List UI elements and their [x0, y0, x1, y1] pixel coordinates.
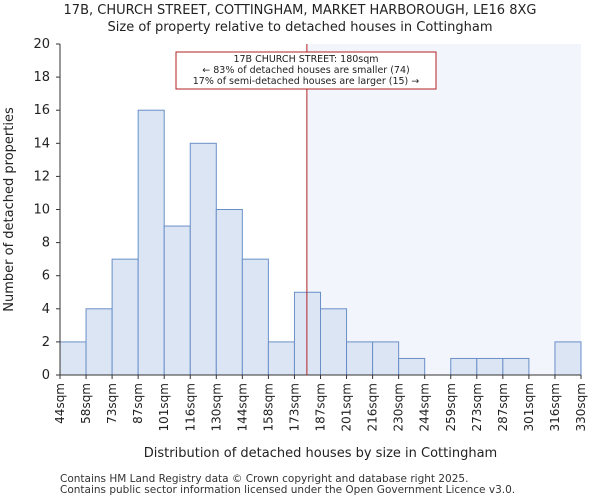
y-tick-label: 2 — [42, 335, 50, 350]
bar-316sqm — [554, 341, 582, 376]
chart-title-address: 17B, CHURCH STREET, COTTINGHAM, MARKET H… — [63, 3, 537, 18]
bar-201sqm — [346, 341, 374, 376]
histogram-chart: 0 2 4 6 8 10 12 14 16 18 20 44sqm 58sqm 73sqm 87sqm 101… — [2, 37, 588, 461]
y-tick-label: 14 — [33, 136, 50, 151]
bar-187sqm — [320, 308, 348, 376]
bar-58sqm — [85, 308, 113, 376]
footer-licence: Contains public sector information licen… — [60, 484, 516, 496]
y-tick-label: 18 — [33, 70, 50, 85]
bar-73sqm — [111, 258, 139, 376]
bar-116sqm — [189, 142, 217, 376]
bar-216sqm — [372, 341, 400, 376]
bar-287sqm — [502, 357, 530, 376]
x-axis-label: Distribution of detached houses by size … — [144, 446, 497, 461]
y-tick-label: 10 — [33, 203, 50, 218]
bar-173sqm — [293, 291, 322, 376]
bar-44sqm — [59, 341, 87, 376]
bar-87sqm — [137, 109, 165, 376]
x-tick-label: 44sqm — [53, 383, 67, 424]
x-tick-label: 101sqm — [157, 383, 171, 431]
annotation-larger-label: 17% of semi-detached houses are larger (… — [193, 76, 420, 87]
x-tick-label: 187sqm — [314, 383, 328, 431]
x-tick-label: 173sqm — [287, 383, 301, 431]
annotation-box — [175, 51, 437, 90]
y-axis-label: Number of detached properties — [2, 107, 17, 312]
x-tick-label: 58sqm — [79, 383, 93, 424]
x-tick-label: 87sqm — [131, 383, 145, 424]
y-tick-label: 4 — [42, 302, 50, 317]
bar-130sqm — [215, 209, 243, 376]
bar-101sqm — [163, 225, 191, 376]
annotation-property-label: 17B CHURCH STREET: 180sqm — [233, 54, 378, 65]
bar-259sqm — [450, 357, 478, 376]
x-tick-label: 201sqm — [340, 383, 354, 431]
footer-copyright: Contains HM Land Registry data © Crown c… — [60, 473, 469, 485]
x-tick-label: 216sqm — [366, 383, 380, 431]
x-tick-label: 301sqm — [522, 383, 536, 431]
y-tick-label: 12 — [33, 169, 50, 184]
y-tick-label: 8 — [42, 236, 50, 251]
bar-144sqm — [241, 258, 269, 376]
y-tick-label: 6 — [42, 269, 50, 284]
y-tick-label: 16 — [33, 103, 50, 118]
x-tick-label: 330sqm — [574, 383, 588, 431]
x-tick-label: 144sqm — [235, 383, 249, 431]
highlight-region — [306, 44, 581, 375]
bar-273sqm — [476, 357, 504, 376]
x-tick-label: 130sqm — [209, 383, 223, 431]
x-tick-label: 259sqm — [444, 383, 458, 431]
x-tick-label: 273sqm — [470, 383, 484, 431]
x-tick-label: 230sqm — [392, 383, 406, 431]
y-tick-label: 20 — [33, 37, 50, 52]
bar-158sqm — [267, 341, 295, 376]
y-tick-label: 0 — [42, 368, 50, 383]
x-tick-label: 244sqm — [418, 383, 432, 431]
chart-subtitle: Size of property relative to detached ho… — [107, 20, 493, 35]
x-tick-label: 73sqm — [105, 383, 119, 424]
x-tick-label: 116sqm — [183, 383, 197, 431]
x-tick-label: 316sqm — [548, 383, 562, 431]
annotation-smaller-label: ← 83% of detached houses are smaller (74… — [202, 65, 409, 76]
x-tick-label: 287sqm — [496, 383, 510, 431]
x-tick-label: 158sqm — [261, 383, 275, 431]
bar-230sqm — [398, 357, 426, 376]
